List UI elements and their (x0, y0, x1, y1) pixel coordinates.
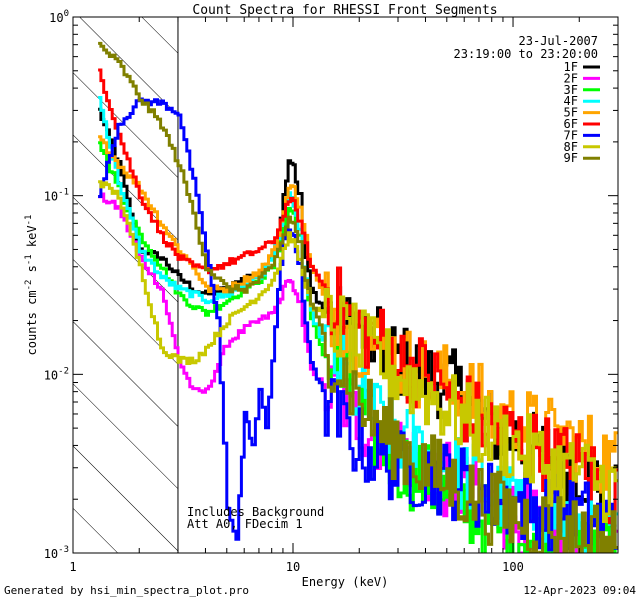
y-tick-label: 10-3 (44, 545, 69, 561)
series-group (98, 41, 618, 553)
series-9F-line (98, 41, 618, 553)
y-tick-base: 10 (44, 547, 58, 561)
x-tick-label: 100 (502, 560, 524, 574)
legend-time-range: 23:19:00 to 23:20:00 (454, 47, 599, 61)
y-axis-ticks (73, 16, 618, 554)
y-tick-label: 10-2 (44, 366, 69, 382)
svg-text:10-1: 10-1 (44, 188, 69, 204)
y-axis-tick-labels: 10-3 10-2 10-1 100 (44, 9, 69, 561)
footer-timestamp: 12-Apr-2023 09:04 (523, 584, 636, 597)
series-7F-line (98, 97, 618, 552)
legend-label-7F: 7F (564, 128, 578, 142)
legend-label-6F: 6F (564, 117, 578, 131)
legend-label-3F: 3F (564, 83, 578, 97)
y-tick-label: 100 (49, 9, 69, 25)
y-axis-label: counts cm-2 s-1 keV-1 (24, 215, 39, 356)
x-tick-label: 10 (286, 560, 300, 574)
annotation-attenuator: Att A0, FDecim 1 (187, 517, 303, 531)
y-tick-exp: -1 (58, 188, 69, 198)
legend-label-2F: 2F (564, 71, 578, 85)
svg-text:10-3: 10-3 (44, 545, 69, 561)
legend-label-9F: 9F (564, 151, 578, 165)
legend-label-5F: 5F (564, 106, 578, 120)
x-axis-tick-labels: 1 10 100 (69, 560, 523, 574)
y-tick-exp: -2 (58, 366, 69, 376)
series-8F-line (98, 180, 618, 523)
y-tick-base: 10 (44, 368, 58, 382)
x-axis-label: Energy (keV) (302, 575, 389, 589)
legend-label-1F: 1F (564, 60, 578, 74)
y-tick-exp: 0 (64, 9, 69, 19)
svg-text:100: 100 (49, 9, 69, 25)
plot-frame (72, 16, 619, 554)
chart-title: Count Spectra for RHESSI Front Segments (192, 3, 497, 18)
y-tick-base: 10 (44, 190, 58, 204)
legend-label-8F: 8F (564, 140, 578, 154)
y-tick-base: 10 (49, 11, 63, 25)
x-axis-ticks (72, 17, 619, 553)
y-tick-label: 10-1 (44, 188, 69, 204)
background-hatch-region (73, 17, 178, 553)
annotation-background: Includes Background (187, 505, 324, 519)
footer-generated-by: Generated by hsi_min_spectra_plot.pro (4, 584, 249, 597)
x-tick-label: 1 (69, 560, 76, 574)
svg-text:10-2: 10-2 (44, 366, 69, 382)
legend-label-4F: 4F (564, 94, 578, 108)
y-tick-exp: -3 (58, 545, 69, 555)
legend-date: 23-Jul-2007 (519, 34, 598, 48)
